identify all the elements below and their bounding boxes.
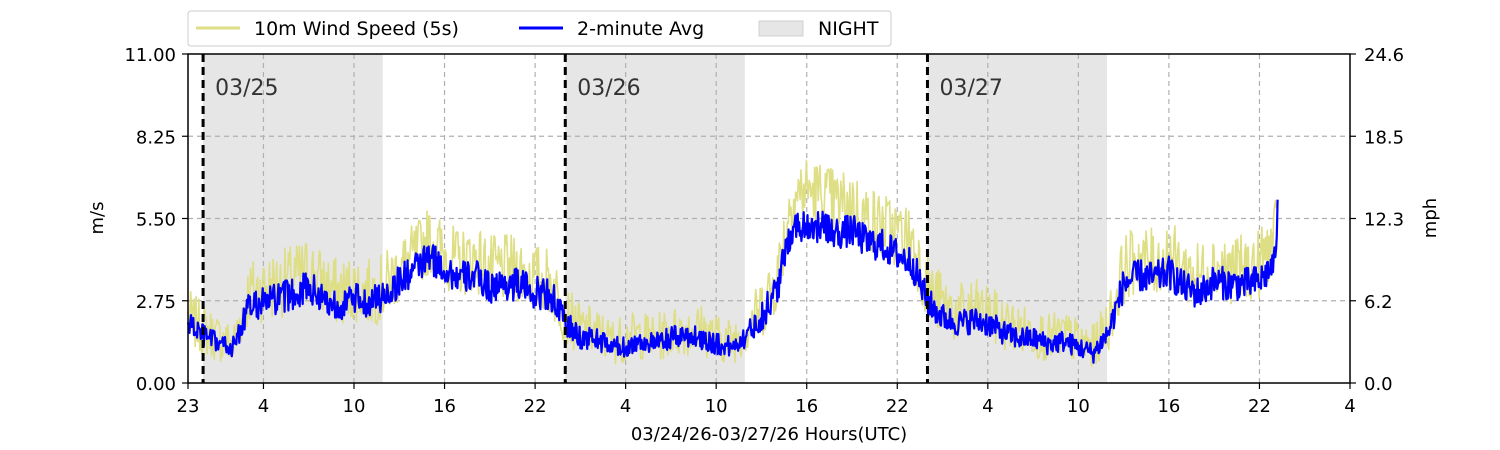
x-tick-label: 22 [1248, 396, 1271, 417]
series-line-wind-speed [187, 159, 1279, 367]
x-tick-label: 22 [524, 396, 547, 417]
x-tick-label: 10 [343, 396, 366, 417]
series-layer [186, 159, 1279, 367]
axis-layer: 23 4 10 16 22 4 10 16 22 4 10 16 22 4 0.00 2.75 5.50 8.25… [124, 45, 1404, 417]
y-axis-title-right: mph [1420, 198, 1441, 238]
y-tick-label-right: 6.2 [1364, 292, 1393, 313]
x-tick-label: 4 [258, 396, 269, 417]
x-tick-label: 4 [982, 396, 993, 417]
x-tick-label: 10 [1067, 396, 1090, 417]
y-tick-label-right: 12.3 [1364, 210, 1404, 231]
y-tick-label-left: 11.00 [124, 45, 176, 66]
y-axis-title-left: m/s [87, 202, 108, 235]
x-tick-label: 4 [1344, 396, 1355, 417]
x-tick-label: 22 [886, 396, 909, 417]
x-tick-label: 16 [795, 396, 818, 417]
legend: 10m Wind Speed (5s) 2-minute Avg NIGHT [187, 10, 892, 47]
y-tick-label-right: 18.5 [1364, 127, 1404, 148]
x-tick-label: 4 [620, 396, 631, 417]
y-tick-label-left: 0.00 [136, 374, 176, 395]
series-line-2min-avg [186, 199, 1279, 364]
x-axis-title: 03/24/26-03/27/26 Hours(UTC) [631, 424, 907, 445]
y-tick-label-right: 24.6 [1364, 45, 1404, 66]
legend-label-night: NIGHT [818, 18, 879, 40]
y-tick-label-left: 5.50 [136, 210, 176, 231]
day-boundary-layer: 03/25 03/26 03/27 [201, 54, 1003, 383]
day-boundary-label: 03/25 [215, 76, 278, 101]
y-tick-label-left: 2.75 [136, 292, 176, 313]
x-tick-label: 16 [1157, 396, 1180, 417]
day-boundary-label: 03/26 [577, 76, 640, 101]
day-boundary-label: 03/27 [939, 76, 1002, 101]
legend-label-2min-avg: 2-minute Avg [577, 18, 704, 40]
night-band-0 [203, 54, 383, 383]
x-tick-label: 10 [705, 396, 728, 417]
x-tick-label: 16 [433, 396, 456, 417]
y-tick-label-left: 8.25 [136, 127, 176, 148]
x-tick-label: 23 [177, 396, 200, 417]
y-tick-label-right: 0.0 [1364, 374, 1393, 395]
legend-label-wind-speed: 10m Wind Speed (5s) [254, 18, 459, 40]
legend-swatch-night [758, 20, 804, 37]
